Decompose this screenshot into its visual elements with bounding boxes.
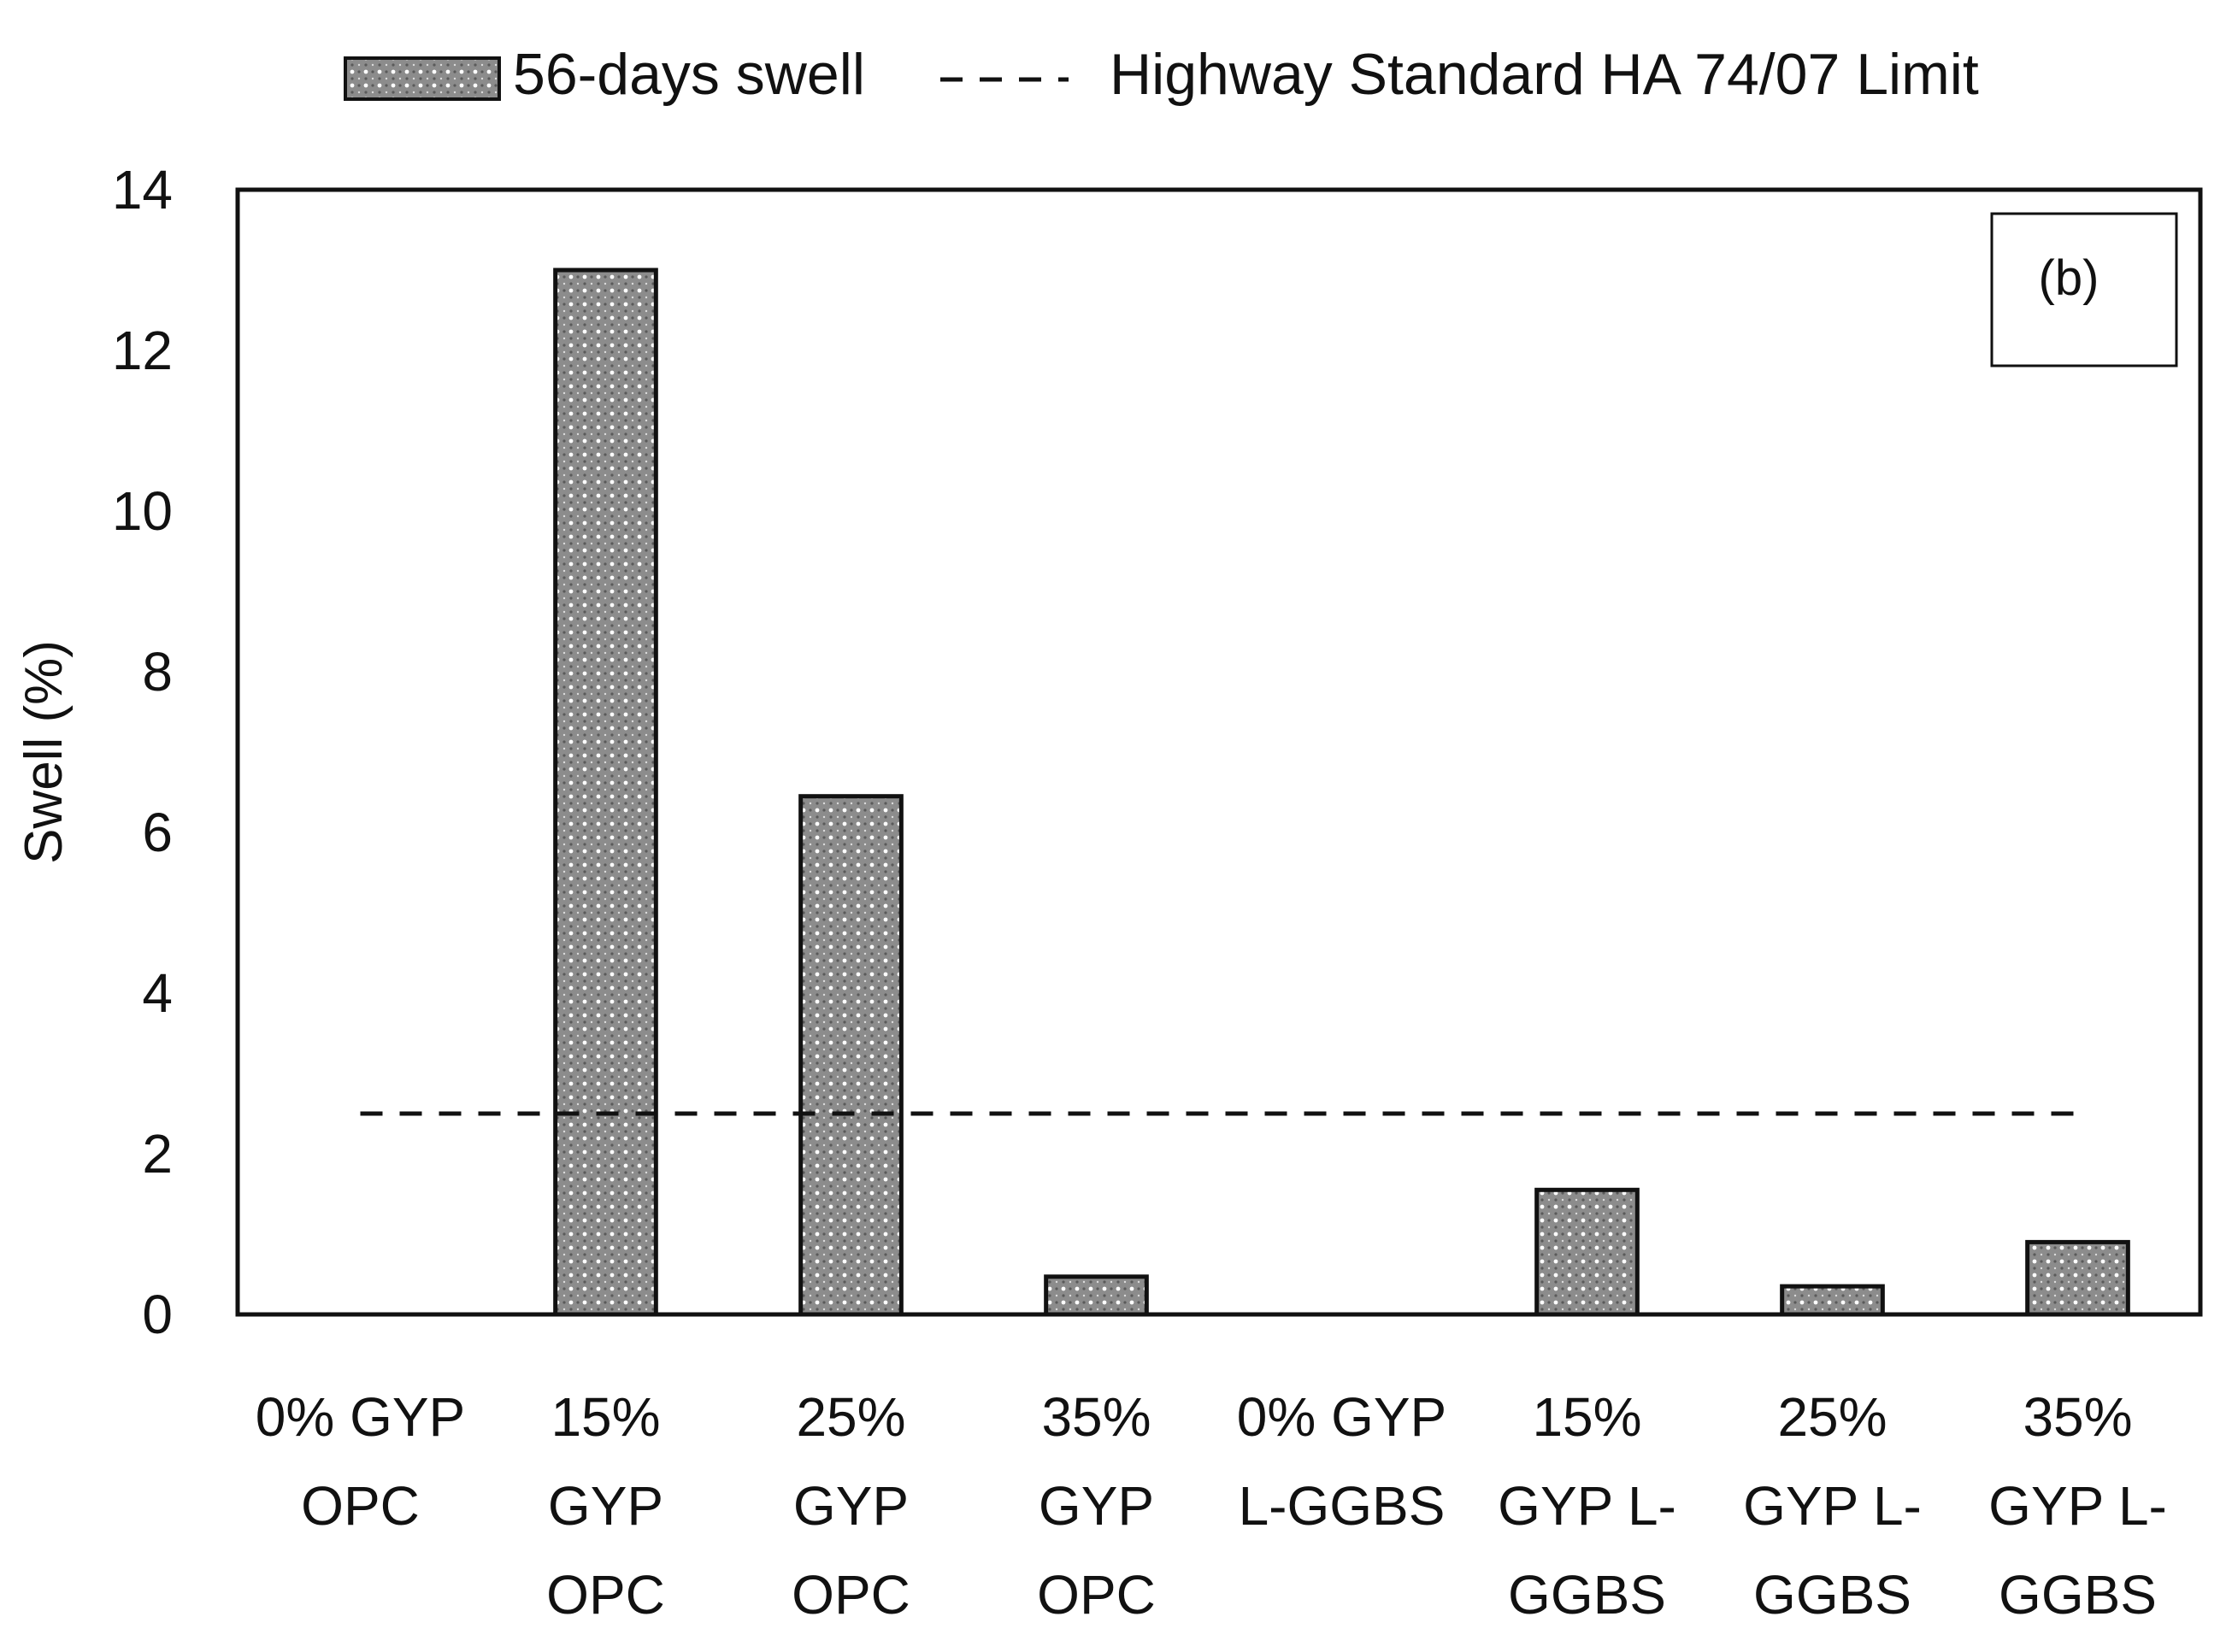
x-tick-label: 35% GYP OPC xyxy=(1037,1386,1156,1626)
x-tick-label: 15% GYP OPC xyxy=(546,1386,665,1626)
panel-label: (b) xyxy=(2039,250,2099,306)
y-axis-title: Swell (%) xyxy=(15,640,74,864)
x-tick-label: 25% GYP OPC xyxy=(792,1386,910,1626)
y-tick-label: 14 xyxy=(112,159,173,220)
x-tick-label: 35% GYP L-GGBS xyxy=(1988,1386,2167,1626)
legend: 56-days swell Highway Standard HA 74/07 … xyxy=(344,42,1979,107)
panel-label-box: (b) xyxy=(1990,212,2178,367)
y-tick-label: 10 xyxy=(112,480,173,542)
x-tick-label: 25% GYP L-GGBS xyxy=(1743,1386,1922,1626)
bar xyxy=(1044,1274,1149,1317)
legend-limit-label: Highway Standard HA 74/07 Limit xyxy=(1110,42,1979,107)
bar xyxy=(553,267,658,1317)
y-tick-label: 12 xyxy=(112,320,173,381)
x-tick-label: 15% GYP L-GGBS xyxy=(1498,1386,1676,1626)
bar xyxy=(1780,1284,1885,1317)
bars xyxy=(553,267,2130,1317)
y-tick-label: 6 xyxy=(142,802,173,863)
y-tick-label: 2 xyxy=(142,1123,173,1185)
bar xyxy=(1534,1187,1640,1317)
x-tick-label: 0% GYP OPC xyxy=(256,1386,465,1537)
y-tick-label: 0 xyxy=(142,1284,173,1345)
x-axis-ticks: 0% GYP OPC 15% GYP OPC 25% GYP OPC 35% GYP OPC 0% G… xyxy=(256,1386,2167,1626)
x-tick-label: 0% GYP L-GGBS xyxy=(1237,1386,1446,1537)
legend-bar-label: 56-days swell xyxy=(513,42,865,107)
y-tick-label: 4 xyxy=(142,962,173,1024)
plot-area-frame xyxy=(235,187,2203,1317)
bar xyxy=(2025,1239,2130,1317)
legend-bar-swatch xyxy=(344,56,501,101)
y-axis-ticks: 0 2 4 6 8 10 12 14 xyxy=(112,159,173,1345)
y-tick-label: 8 xyxy=(142,641,173,703)
bar xyxy=(798,794,904,1317)
